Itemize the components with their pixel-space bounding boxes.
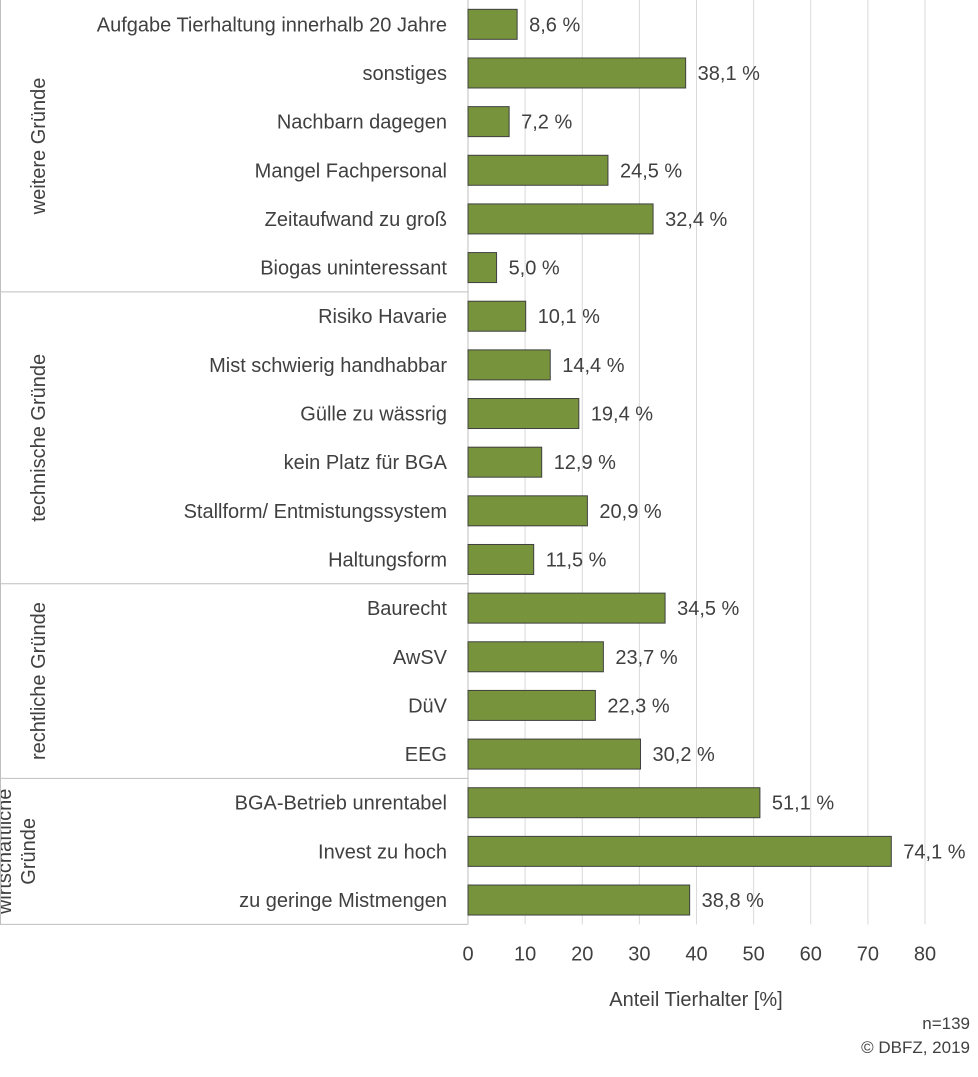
x-tick-label: 10 xyxy=(514,943,536,965)
value-label: 74,1 % xyxy=(903,841,965,863)
category-label: kein Platz für BGA xyxy=(284,452,448,474)
x-axis-ticks: 0 10 20 30 40 50 60 70 80 xyxy=(462,943,936,965)
value-label: 22,3 % xyxy=(607,695,669,717)
category-label: Nachbarn dagegen xyxy=(277,112,447,134)
bar xyxy=(467,884,691,916)
category-label: Baurecht xyxy=(367,598,447,620)
category-label: AwSV xyxy=(393,647,448,669)
category-label: EEG xyxy=(405,744,447,766)
group-label: rechtliche Gründe xyxy=(28,602,50,760)
group-label: wirtschaftliche xyxy=(0,789,16,916)
bar xyxy=(467,300,527,332)
x-tick-label: 20 xyxy=(571,943,593,965)
category-label: Haltungsform xyxy=(328,549,447,571)
value-label: 30,2 % xyxy=(653,744,715,766)
x-tick-label: 30 xyxy=(628,943,650,965)
category-label: Gülle zu wässrig xyxy=(300,404,447,426)
bar xyxy=(467,495,588,527)
category-label: Mist schwierig handhabbar xyxy=(209,355,447,377)
bar xyxy=(467,592,666,624)
bar xyxy=(467,641,604,673)
sample-size-note: n=139 xyxy=(922,1014,970,1033)
gridlines xyxy=(467,0,926,925)
bar xyxy=(467,106,510,138)
value-label: 24,5 % xyxy=(620,160,682,182)
group-separators: weitere Gründe technische Gründe rechtlich… xyxy=(0,0,468,925)
category-label: Zeitaufwand zu groß xyxy=(265,209,447,231)
bar xyxy=(467,203,654,235)
bars xyxy=(467,8,892,916)
group-label: weitere Gründe xyxy=(28,78,50,216)
bar xyxy=(467,689,596,721)
value-label: 10,1 % xyxy=(538,306,600,328)
bar xyxy=(467,787,761,819)
bar xyxy=(467,154,609,186)
copyright-note: © DBFZ, 2019 xyxy=(861,1038,970,1057)
category-label: Mangel Fachpersonal xyxy=(255,160,447,182)
group-label: Gründe xyxy=(18,818,40,885)
group-label: technische Gründe xyxy=(28,354,50,522)
x-tick-label: 60 xyxy=(800,943,822,965)
x-tick-label: 0 xyxy=(462,943,473,965)
bar xyxy=(467,738,642,770)
bar xyxy=(467,398,580,430)
value-label: 38,1 % xyxy=(698,63,760,85)
category-labels: Aufgabe Tierhaltung innerhalb 20 Jahre so… xyxy=(97,14,448,912)
category-label: BGA-Betrieb unrentabel xyxy=(235,793,447,815)
bar xyxy=(467,8,518,40)
value-label: 38,8 % xyxy=(702,890,764,912)
x-tick-label: 70 xyxy=(857,943,879,965)
value-label: 20,9 % xyxy=(599,501,661,523)
value-label: 19,4 % xyxy=(591,404,653,426)
bar xyxy=(467,446,543,478)
bar xyxy=(467,543,535,575)
value-label: 5,0 % xyxy=(509,258,560,280)
x-tick-label: 80 xyxy=(914,943,936,965)
value-label: 14,4 % xyxy=(562,355,624,377)
category-label: Risiko Havarie xyxy=(318,306,447,328)
category-label: Stallform/ Entmistungssystem xyxy=(184,501,447,523)
category-label: Aufgabe Tierhaltung innerhalb 20 Jahre xyxy=(97,14,447,36)
value-label: 32,4 % xyxy=(665,209,727,231)
category-label: sonstiges xyxy=(363,63,448,85)
category-label: Invest zu hoch xyxy=(318,841,447,863)
value-label: 12,9 % xyxy=(554,452,616,474)
x-tick-label: 50 xyxy=(743,943,765,965)
value-label: 8,6 % xyxy=(529,14,580,36)
value-label: 11,5 % xyxy=(546,549,607,571)
bar xyxy=(467,349,551,381)
category-label: DüV xyxy=(408,695,448,717)
value-label: 7,2 % xyxy=(521,112,572,134)
value-labels: 8,6 % 38,1 % 7,2 % 24,5 % 32,4 % 5,0 % 10,1 % 1… xyxy=(509,14,966,912)
bar xyxy=(467,252,498,284)
bar xyxy=(467,835,892,867)
bar xyxy=(467,57,687,89)
x-tick-label: 40 xyxy=(685,943,707,965)
value-label: 34,5 % xyxy=(677,598,739,620)
value-label: 51,1 % xyxy=(772,793,834,815)
category-label: zu geringe Mistmengen xyxy=(239,890,447,912)
value-label: 23,7 % xyxy=(615,647,677,669)
category-label: Biogas uninteressant xyxy=(260,258,447,280)
x-axis-title: Anteil Tierhalter [%] xyxy=(609,989,782,1011)
